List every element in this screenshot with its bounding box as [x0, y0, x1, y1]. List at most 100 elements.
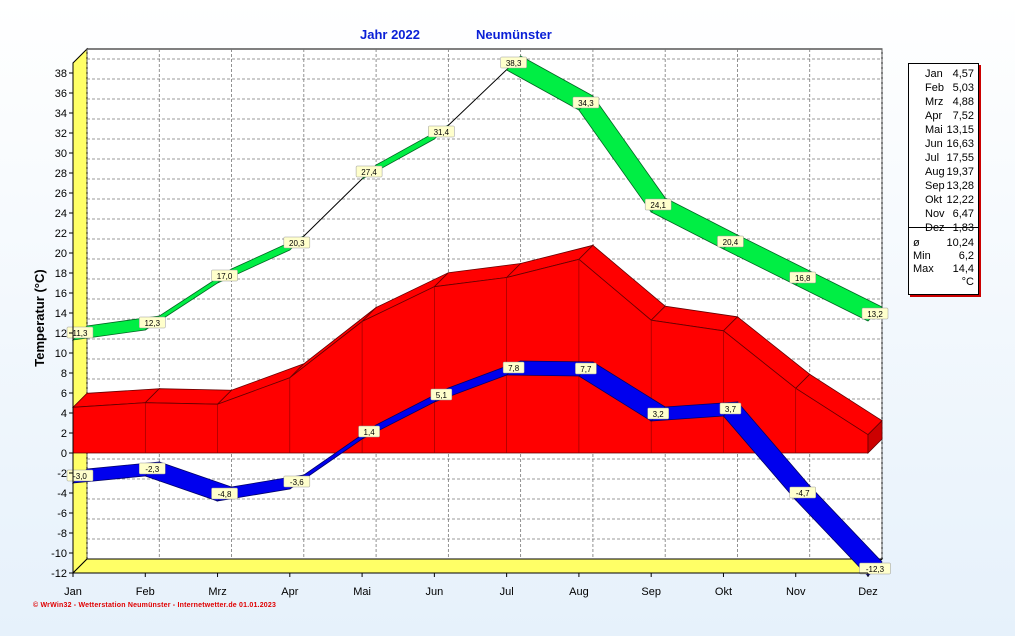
max-data-label: 24,1 [650, 201, 666, 210]
y-tick-label: 12 [55, 328, 67, 340]
legend-summary-row: ø 10,24 [909, 236, 976, 250]
y-tick-label: 30 [55, 148, 67, 160]
min-label-box [430, 388, 453, 401]
min-data-label: 3,2 [653, 410, 665, 419]
max-label-box [644, 198, 672, 211]
legend-row-okt: Okt 12,22 [909, 193, 976, 207]
x-tick-label: Jun [425, 586, 443, 598]
y-tick-label: 6 [61, 388, 67, 400]
max-ribbon-segment [441, 62, 514, 133]
x-tick-label: Jul [500, 586, 514, 598]
legend-month-value: 13,15 [946, 124, 974, 136]
min-temperature-series [71, 360, 883, 577]
legend-row-mai: Mai 13,15 [909, 123, 976, 137]
legend-row-dez: Dez 1,83 [909, 221, 976, 235]
max-label-box [428, 125, 455, 138]
legend-month-value: 4,88 [952, 96, 974, 108]
legend-row-aug: Aug 19,37 [909, 165, 976, 179]
max-data-label: 16,8 [795, 274, 811, 283]
legend-row-apr: Apr 7,52 [909, 109, 976, 123]
legend-month-value: 4,57 [952, 68, 974, 80]
max-label-box [861, 307, 889, 320]
legend-divider [909, 227, 978, 228]
min-data-label: 1,4 [364, 428, 376, 437]
max-label-box [789, 271, 816, 284]
legend-month-label: Dez [925, 222, 945, 234]
y-tick-label: 22 [55, 228, 67, 240]
min-label-box [647, 407, 669, 420]
x-tick-label: Mrz [208, 586, 226, 598]
legend-month-label: Okt [925, 194, 943, 206]
max-data-label: 20,4 [723, 238, 739, 247]
max-data-label: 12,3 [144, 319, 160, 328]
legend-month-value: 13,28 [946, 180, 974, 192]
x-tick-label: Nov [786, 586, 806, 598]
max-data-label: 17,0 [217, 272, 233, 281]
min-data-label: 7,7 [580, 365, 592, 374]
legend-month-label: Jan [925, 68, 943, 80]
data-labels: 11,3 12,3 17,0 20,3 27,4 31,4 38,3 34,3 24,1 20,4… [66, 56, 891, 575]
x-tick-label: Sep [641, 586, 661, 598]
chart-title-location: Neumünster [476, 27, 552, 42]
chart-axes: -12-10-8-6-4-202468101214161820222426283… [32, 63, 878, 598]
legend-month-label: Sep [925, 180, 945, 192]
legend-summary-row: Min 6,2 [909, 249, 976, 263]
legend-row-sep: Sep 13,28 [909, 179, 976, 193]
legend-summary-label: Max [913, 263, 934, 275]
y-tick-label: 10 [55, 348, 67, 360]
legend-summary-value: 10,24 [946, 237, 974, 249]
max-ribbon-segment [296, 171, 370, 244]
y-axis-title: Temperatur (°C) [32, 269, 47, 366]
legend-month-value: 17,55 [946, 152, 974, 164]
y-tick-label: -6 [57, 508, 67, 520]
x-tick-label: Mai [353, 586, 371, 598]
x-tick-label: Okt [715, 586, 732, 598]
min-label-box [575, 362, 597, 375]
legend-month-label: Apr [925, 110, 943, 122]
max-data-label: 20,3 [289, 239, 305, 248]
legend-month-label: Jul [925, 152, 940, 164]
y-tick-label: 28 [55, 168, 67, 180]
y-tick-label: -2 [57, 468, 67, 480]
min-data-label: -2,3 [145, 465, 159, 474]
legend-month-label: Feb [925, 82, 944, 94]
min-label-box [719, 402, 742, 415]
max-label-box [139, 316, 166, 329]
y-tick-label: 36 [55, 88, 67, 100]
legend-month-value: 16,63 [946, 138, 974, 150]
min-data-label: -3,6 [290, 478, 304, 487]
min-label-box [859, 562, 891, 575]
legend-summary-value: 14,4 [952, 263, 974, 275]
mean-area-side [867, 419, 883, 454]
y-tick-label: 14 [55, 308, 67, 320]
min-data-label: -3,0 [73, 472, 87, 481]
max-data-label: 13,2 [867, 310, 883, 319]
min-data-label: 3,7 [725, 405, 737, 414]
y-tick-label: -10 [51, 548, 67, 560]
floor-plane [71, 558, 884, 574]
max-label-box [572, 96, 600, 109]
y-tick-label: -4 [57, 488, 67, 500]
y-tick-label: 2 [61, 428, 67, 440]
min-label-box [358, 425, 380, 438]
legend-month-value: 7,52 [952, 110, 974, 122]
y-tick-label: 0 [61, 448, 67, 460]
y-tick-label: -8 [57, 528, 67, 540]
legend-month-value: 12,22 [946, 194, 974, 206]
legend-month-label: Aug [925, 166, 945, 178]
legend-summary-row: °C [909, 275, 976, 289]
legend-row-feb: Feb 5,03 [909, 81, 976, 95]
min-data-label: 7,8 [508, 364, 520, 373]
mean-area-top [144, 388, 233, 405]
min-label-box [283, 475, 311, 488]
legend-summary-label: ø [913, 237, 920, 249]
legend-summary-value: 6,2 [958, 250, 974, 262]
y-tick-label: 8 [61, 368, 67, 380]
y-tick-label: 20 [55, 248, 67, 260]
min-data-label: -4,7 [796, 489, 810, 498]
x-tick-label: Dez [858, 586, 878, 598]
y-tick-label: 24 [55, 208, 67, 220]
legend-month-label: Nov [925, 208, 945, 220]
max-label-box [500, 56, 527, 69]
